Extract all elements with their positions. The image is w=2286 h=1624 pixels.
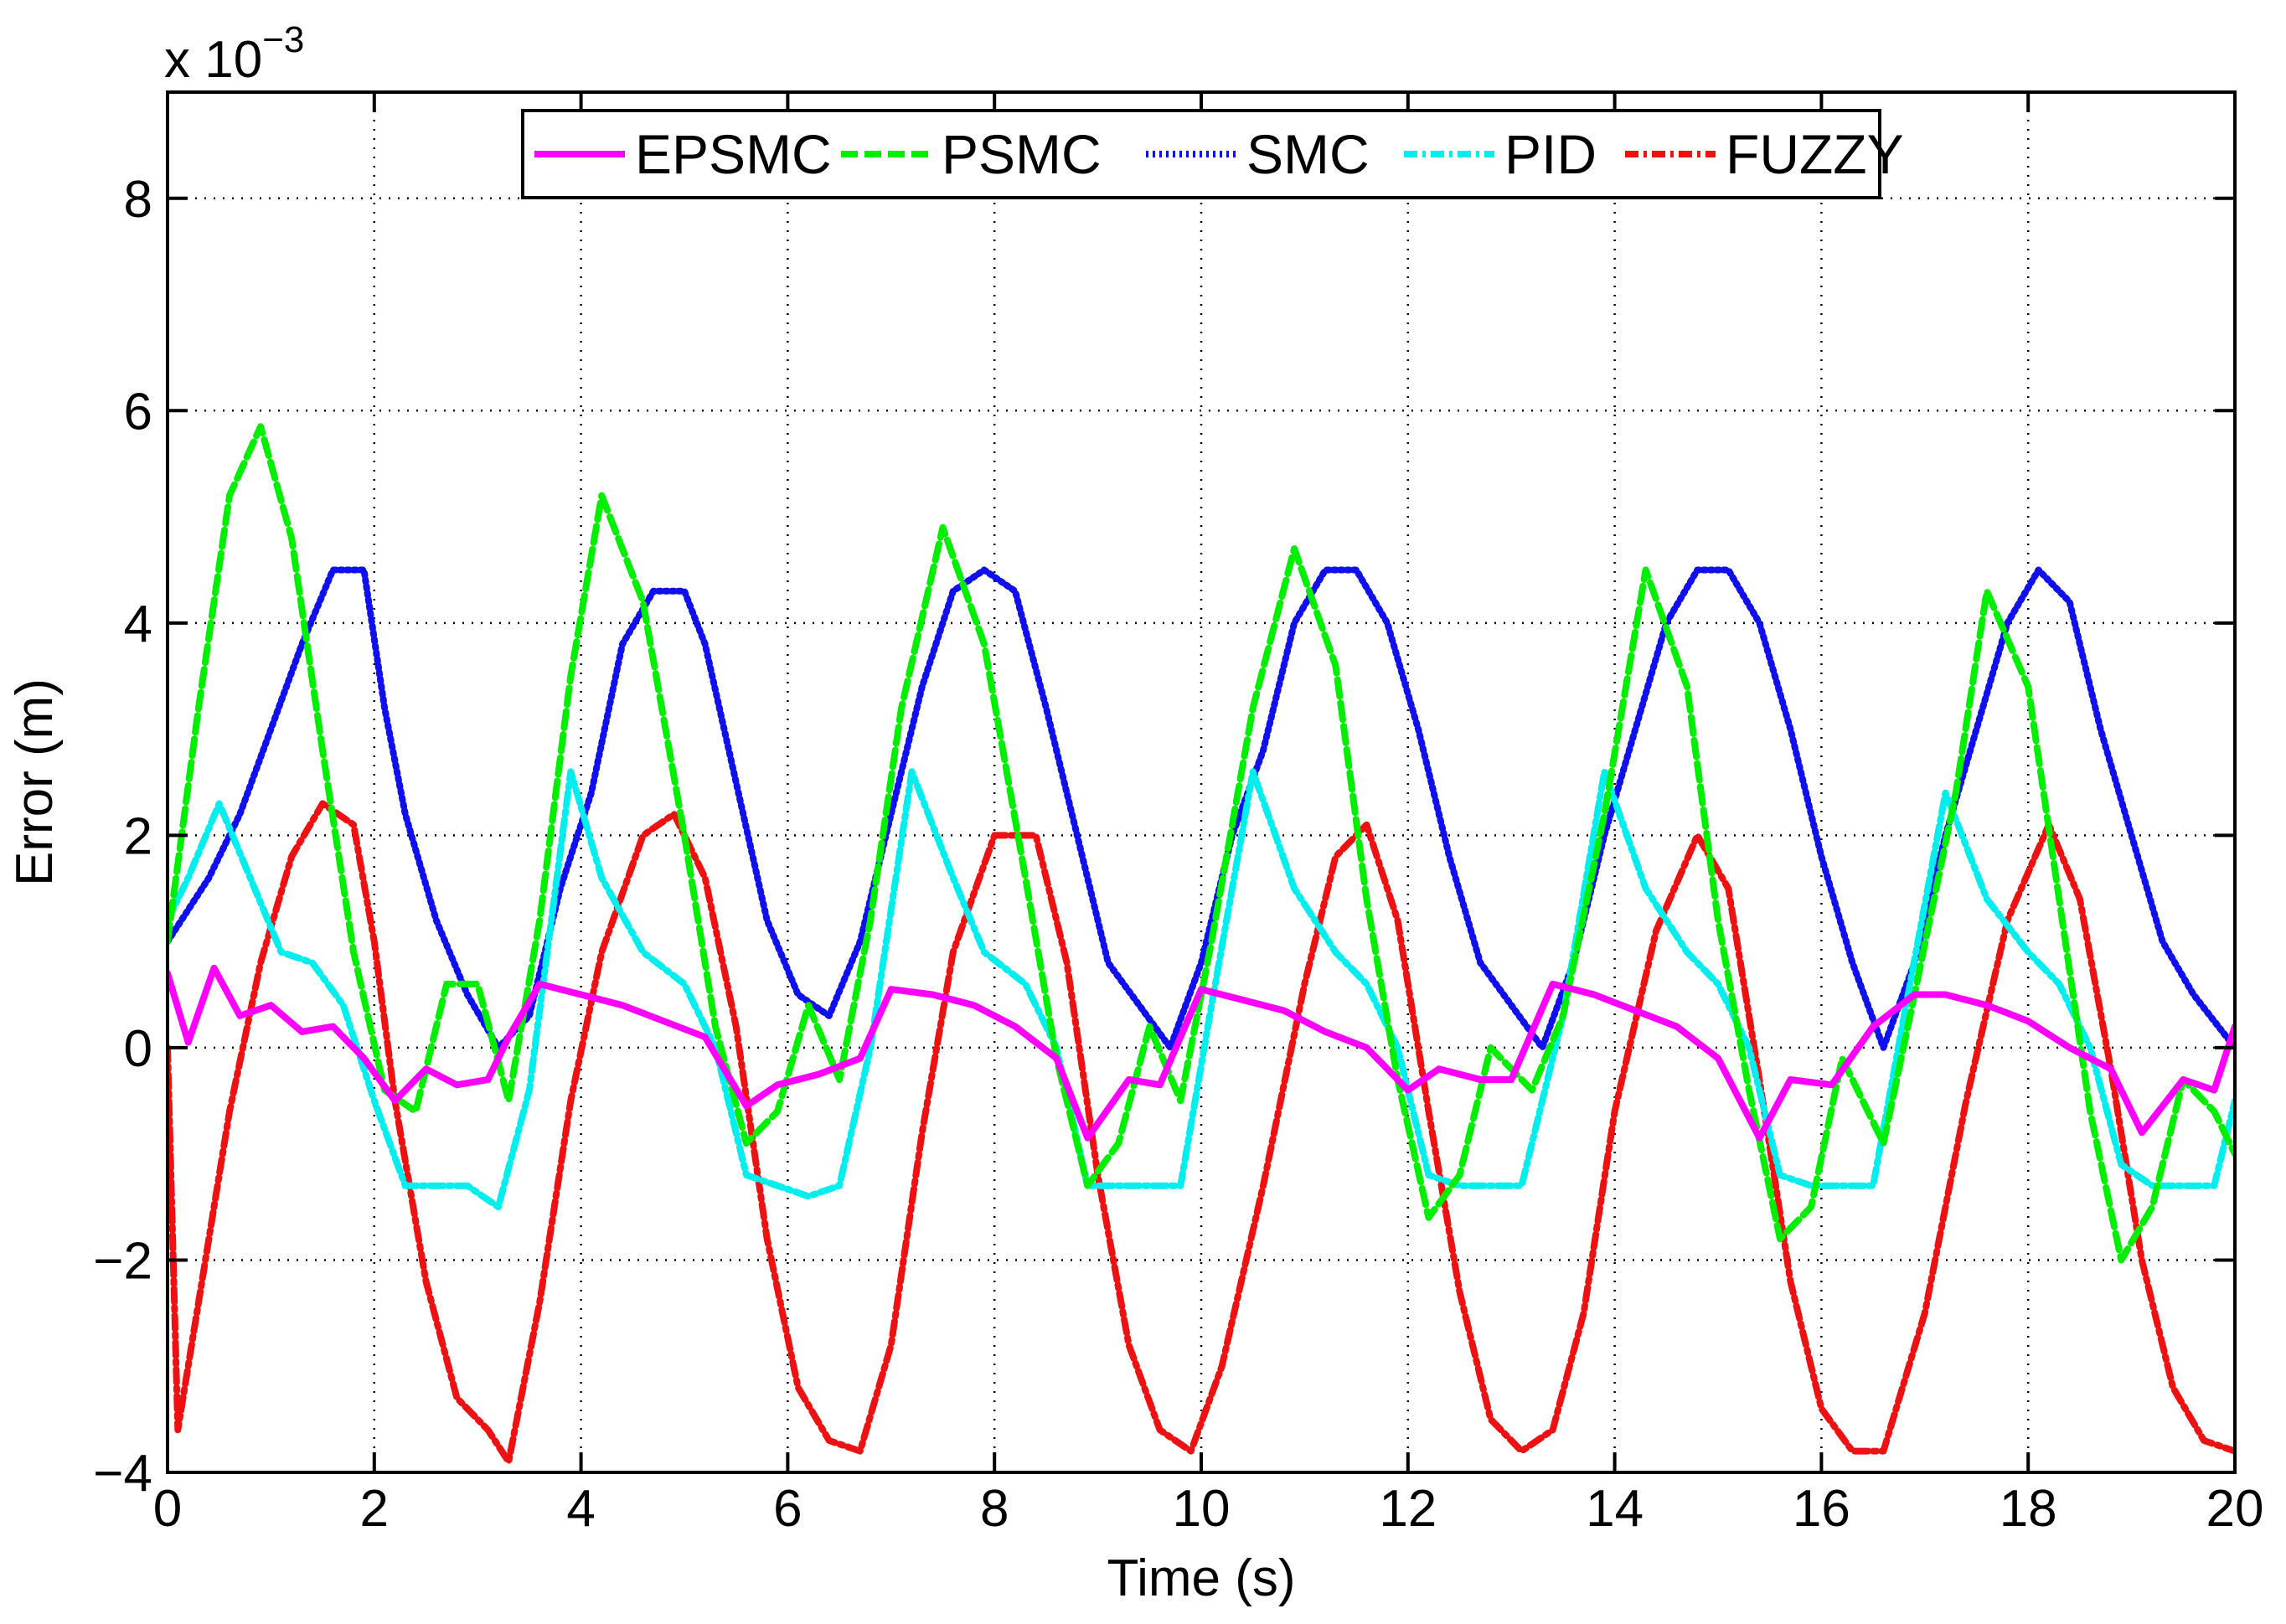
x-tick-label: 16 [1793,1480,1850,1538]
legend: EPSMC PSMC SMC PID FUZZY [521,109,1904,199]
x-tick-label: 4 [566,1480,595,1538]
series-layer [168,423,2235,1466]
y-axis-multiplier: x 10−3 [164,19,304,89]
y-tick-label: 6 [124,383,152,441]
series-line-epsmc [168,964,2235,1142]
legend-label-fuzzy: FUZZY [1726,123,1904,185]
x-tick-label: 2 [360,1480,389,1538]
legend-label-smc: SMC [1246,123,1370,185]
y-multiplier-base: x 10 [164,31,262,89]
y-axis-label: Error (m) [6,678,64,886]
x-tick-label: 14 [1586,1480,1644,1538]
x-tick-labels: 0 2 4 6 8 10 12 14 16 18 20 [153,1480,2264,1538]
legend-label-epsmc: EPSMC [635,123,832,185]
x-tick-label: 12 [1379,1480,1437,1538]
x-tick-label: 0 [153,1480,182,1538]
legend-label-psmc: PSMC [942,123,1102,185]
y-multiplier-exponent: −3 [262,19,304,60]
x-axis-label: Time (s) [1107,1549,1296,1607]
y-tick-label: −2 [93,1232,152,1290]
x-tick-label: 10 [1173,1480,1231,1538]
y-tick-label: 0 [124,1020,152,1078]
x-tick-label: 20 [2206,1480,2264,1538]
ticks [166,92,2237,1474]
x-tick-label: 6 [773,1480,802,1538]
x-tick-label: 18 [2000,1480,2057,1538]
series-line-psmc [168,423,2235,1264]
y-tick-label: 4 [124,595,152,653]
y-tick-label: 8 [124,171,152,229]
y-tick-labels: −4 −2 0 2 4 6 8 [93,171,152,1503]
y-tick-label: −4 [93,1445,152,1503]
legend-label-pid: PID [1504,123,1597,185]
series-line-pid [168,768,2235,1211]
series-line-fuzzy [168,800,2235,1466]
y-tick-label: 2 [124,807,152,865]
x-tick-label: 8 [980,1480,1009,1538]
